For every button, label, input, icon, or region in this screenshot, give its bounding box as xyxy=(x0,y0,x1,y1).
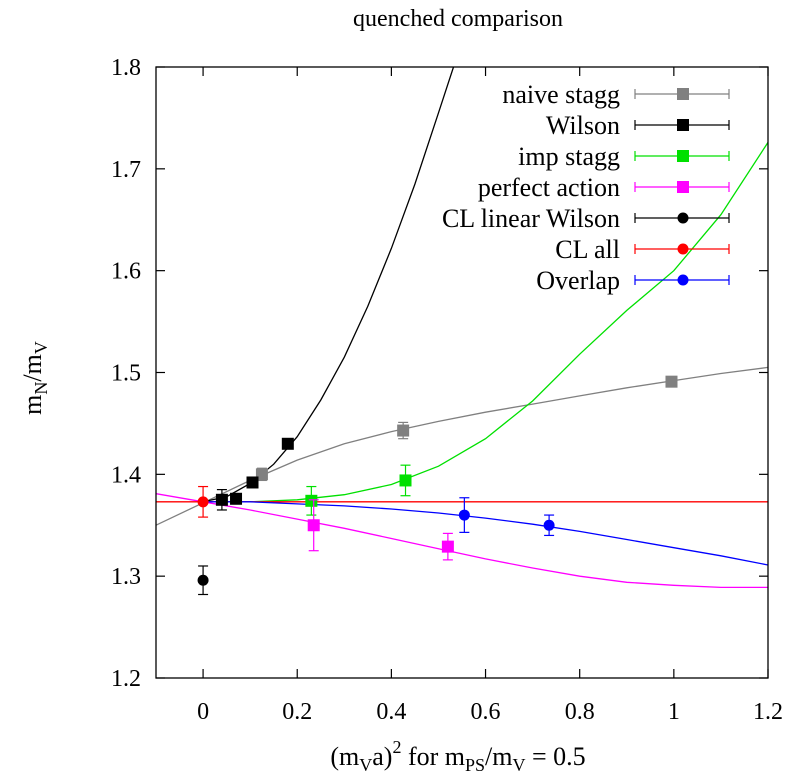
data-point-5-0 xyxy=(197,496,209,508)
fit-curve-3 xyxy=(156,493,768,589)
y-axis-label: mN/mV xyxy=(18,341,51,415)
x-axis-label: (mVa)2 for mPS/mV = 0.5 xyxy=(330,737,585,773)
legend-label-2: imp stagg xyxy=(518,142,620,171)
data-point-1-2 xyxy=(246,476,259,489)
y-tick-label: 1.6 xyxy=(111,259,141,285)
x-tick-label: 0 xyxy=(197,699,209,725)
legend-marker-0 xyxy=(677,88,689,100)
plot-area: 0 0.2 0.4 0.6 0.8 1 1.2 1.2 1.3 1.4 1.5 1.6 1.7 1.8 na… xyxy=(111,55,783,725)
y-tick-label: 1.5 xyxy=(111,361,141,387)
data-point-3-1 xyxy=(441,540,454,553)
legend-label-6: Overlap xyxy=(536,266,620,295)
legend-marker-1 xyxy=(677,119,689,131)
y-tick-label: 1.8 xyxy=(111,55,141,81)
fit-curves xyxy=(156,67,768,589)
fit-curve-1 xyxy=(202,67,455,503)
data-point-1-3 xyxy=(281,437,294,450)
data-point-2-0 xyxy=(305,494,318,507)
y-tick-label: 1.2 xyxy=(111,666,141,692)
x-tick-label: 0.4 xyxy=(376,699,406,725)
y-tick-label: 1.7 xyxy=(111,157,141,183)
data-point-6-1 xyxy=(543,519,555,531)
legend-label-0: naive stagg xyxy=(502,80,620,109)
data-point-1-1 xyxy=(230,492,243,505)
data-point-0-2 xyxy=(665,375,678,388)
legend-marker-4 xyxy=(677,212,689,224)
data-point-3-0 xyxy=(307,519,320,532)
y-tick-label: 1.4 xyxy=(111,462,141,488)
data-point-2-1 xyxy=(399,474,412,487)
x-tick-label: 1 xyxy=(668,699,680,725)
fit-curve-6 xyxy=(203,501,768,566)
legend-marker-6 xyxy=(677,274,689,286)
legend-marker-2 xyxy=(677,150,689,162)
legend-marker-3 xyxy=(677,181,689,193)
legend-label-4: CL linear Wilson xyxy=(442,204,620,233)
legend-label-5: CL all xyxy=(555,235,620,264)
y-tick-label: 1.3 xyxy=(111,564,141,590)
chart-title: quenched comparison xyxy=(353,6,563,32)
legend-label-1: Wilson xyxy=(546,111,620,140)
data-point-1-0 xyxy=(215,493,228,506)
x-tick-label: 0.6 xyxy=(471,699,501,725)
data-point-0-1 xyxy=(397,424,410,437)
data-point-0-0 xyxy=(255,468,268,481)
x-tick-label: 1.2 xyxy=(753,699,783,725)
data-point-4-0 xyxy=(197,574,209,586)
data-point-6-0 xyxy=(458,509,470,521)
legend-label-3: perfect action xyxy=(478,173,620,202)
x-tick-label: 0.8 xyxy=(565,699,595,725)
x-tick-label: 0.2 xyxy=(282,699,312,725)
plot-frame xyxy=(155,66,769,679)
legend-marker-5 xyxy=(677,243,689,255)
fit-curve-2 xyxy=(203,142,768,503)
